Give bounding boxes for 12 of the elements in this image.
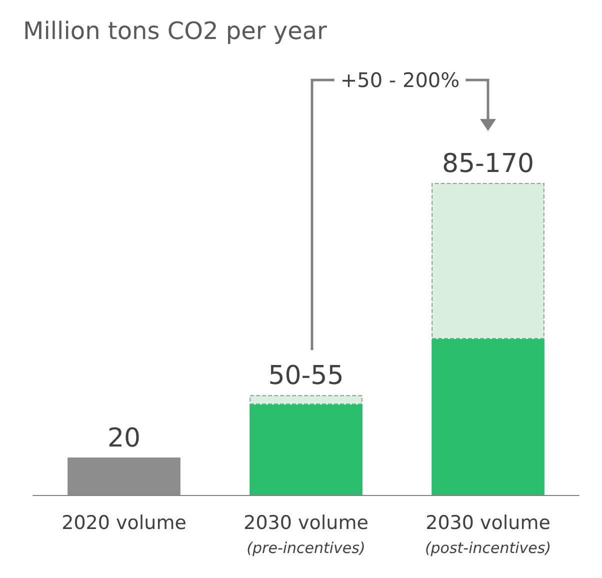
annotation: 50-55	[268, 361, 344, 392]
annotation: 20	[107, 424, 141, 454]
bar	[432, 339, 544, 495]
x-tick-label: 2020 volume	[62, 512, 186, 534]
x-tick-label: 2030 volume (post-incentives)	[424, 512, 552, 557]
chart-title: Million tons CO2 per year	[23, 17, 328, 45]
bar	[250, 395, 362, 405]
text: +50 - 200%	[340, 68, 460, 92]
bar	[432, 183, 544, 339]
annotation: 85-170	[442, 149, 534, 179]
x-tick-label: 2030 volume (pre-incentives)	[244, 512, 368, 557]
bar	[250, 404, 362, 495]
